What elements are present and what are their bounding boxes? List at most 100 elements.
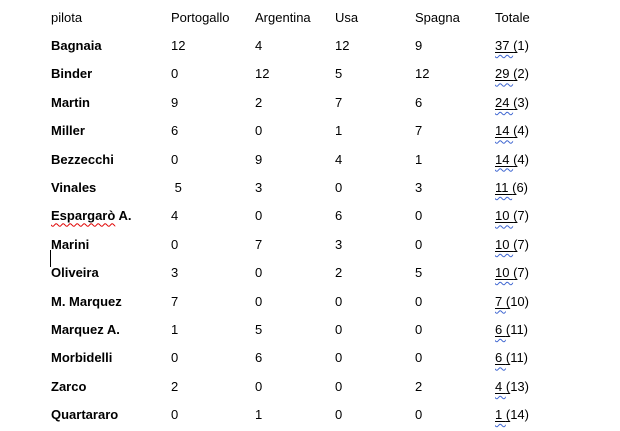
column-header-usa: Usa: [335, 9, 359, 25]
table-row: Binder 0 12 5 12 29 (2): [51, 60, 620, 88]
table-row: Bezzecchi 0 9 4 1 14 (4): [51, 145, 620, 173]
column-header-portogallo: Portogallo: [171, 9, 230, 25]
table-row: Marini 0 7 3 0 10 (7): [51, 230, 620, 258]
total-points-value: 11: [495, 180, 513, 196]
points-cell: 1: [335, 123, 343, 139]
total-points-link[interactable]: 10 (: [495, 208, 518, 224]
points-cell: 2: [255, 94, 263, 110]
standings-table: pilota Portogallo Argentina Usa Spagna T…: [51, 3, 620, 429]
total-cell: 29 (2): [495, 66, 529, 82]
points-cell: 3: [171, 265, 179, 281]
rider-name: M. Marquez: [51, 293, 122, 309]
points-cell: 5: [415, 265, 423, 281]
points-cell: 0: [415, 407, 423, 423]
points-cell: 6: [415, 94, 423, 110]
rider-name: Martin: [51, 94, 90, 110]
column-header-spagna: Spagna: [415, 9, 460, 25]
points-cell: 3: [335, 236, 343, 252]
rider-name: Vinales: [51, 180, 97, 196]
table-row: Morbidelli 0 6 0 0 6 (11): [51, 344, 620, 372]
total-points-value: 10: [495, 208, 514, 224]
points-cell: 0: [171, 151, 179, 167]
column-header-argentina: Argentina: [255, 9, 311, 25]
total-cell: 24 (3): [495, 94, 529, 110]
total-points-link[interactable]: 6 (: [495, 321, 511, 337]
total-points-value: 14: [495, 151, 514, 167]
points-cell: 12: [335, 38, 350, 54]
table-row: M. Marquez 7 0 0 0 7 (10): [51, 287, 620, 315]
points-cell: 1: [415, 151, 423, 167]
total-points-link[interactable]: 4 (: [495, 378, 511, 394]
total-points-value: 14: [495, 123, 514, 139]
rider-name: Marini: [51, 236, 90, 252]
rider-name: Oliveira: [51, 265, 99, 281]
total-points-link[interactable]: 37 (: [495, 38, 518, 54]
total-cell: 10 (7): [495, 265, 529, 281]
total-points-link[interactable]: 14 (: [495, 123, 518, 139]
table-row: Zarco 2 0 0 2 4 (13): [51, 372, 620, 400]
points-cell: 7: [415, 123, 423, 139]
points-cell: 2: [415, 378, 423, 394]
points-cell: 9: [415, 38, 423, 54]
rider-name: Zarco: [51, 378, 87, 394]
total-points-value: 37: [495, 38, 514, 54]
column-header-pilota: pilota: [51, 9, 83, 25]
rider-name: Marquez A.: [51, 321, 120, 337]
total-points-value: 29: [495, 66, 514, 82]
total-points-value: 4: [495, 378, 506, 394]
rider-name: Morbidelli: [51, 350, 113, 366]
points-cell: 0: [335, 350, 343, 366]
column-header-totale: Totale: [495, 9, 530, 25]
table-row: Espargarò A. 4 0 6 0 10 (7): [51, 202, 620, 230]
points-cell: 6: [335, 208, 343, 224]
table-row: Vinales 5 3 0 3 11 (6): [51, 173, 620, 201]
points-cell: 3: [415, 180, 423, 196]
total-points-link[interactable]: 10 (: [495, 265, 518, 281]
points-cell: 0: [415, 321, 423, 337]
total-points-link[interactable]: 14 (: [495, 151, 518, 167]
points-cell: 2: [335, 265, 343, 281]
rider-name: Quartararo: [51, 407, 119, 423]
total-points-link[interactable]: 6 (: [495, 350, 511, 366]
points-cell: 0: [255, 208, 263, 224]
total-cell: 14 (4): [495, 151, 529, 167]
points-cell: 0: [415, 236, 423, 252]
total-points-value: 1: [495, 407, 506, 423]
table-row: Quartararo 0 1 0 0 1 (14): [51, 400, 620, 428]
points-cell: 0: [335, 293, 343, 309]
total-cell: 10 (7): [495, 208, 529, 224]
points-cell: 0: [335, 407, 343, 423]
points-cell: 7: [335, 94, 343, 110]
misspelled-word: Espargarò: [51, 208, 116, 224]
table-row: Oliveira 3 0 2 5 10 (7): [51, 259, 620, 287]
points-cell: 0: [171, 407, 179, 423]
total-cell: 14 (4): [495, 123, 529, 139]
rider-name: Binder: [51, 66, 93, 82]
total-points-value: 7: [495, 293, 506, 309]
points-cell: 0: [171, 236, 179, 252]
total-cell: 6 (11): [495, 321, 529, 337]
total-points-link[interactable]: 29 (: [495, 66, 518, 82]
total-points-link[interactable]: 24 (: [495, 94, 518, 110]
points-cell: 1: [171, 321, 179, 337]
total-cell: 10 (7): [495, 236, 529, 252]
points-cell: 4: [171, 208, 179, 224]
points-cell: 6: [171, 123, 179, 139]
points-cell: 0: [415, 208, 423, 224]
total-points-link[interactable]: 7 (: [495, 293, 511, 309]
points-cell: 2: [171, 378, 179, 394]
table-row: Martin 9 2 7 6 24 (3): [51, 88, 620, 116]
total-points-value: 10: [495, 265, 514, 281]
total-points-link[interactable]: 10 (: [495, 236, 518, 252]
points-cell: 0: [335, 180, 343, 196]
points-cell: 0: [335, 321, 343, 337]
points-cell: 0: [255, 378, 263, 394]
points-cell: 0: [255, 123, 263, 139]
points-cell: 0: [415, 293, 423, 309]
total-cell: 6 (11): [495, 350, 529, 366]
total-points-link[interactable]: 11 (: [495, 180, 517, 196]
points-cell: 0: [255, 265, 263, 281]
total-points-link[interactable]: 1 (: [495, 407, 511, 423]
total-points-value: 24: [495, 94, 514, 110]
text-cursor: [50, 250, 51, 267]
